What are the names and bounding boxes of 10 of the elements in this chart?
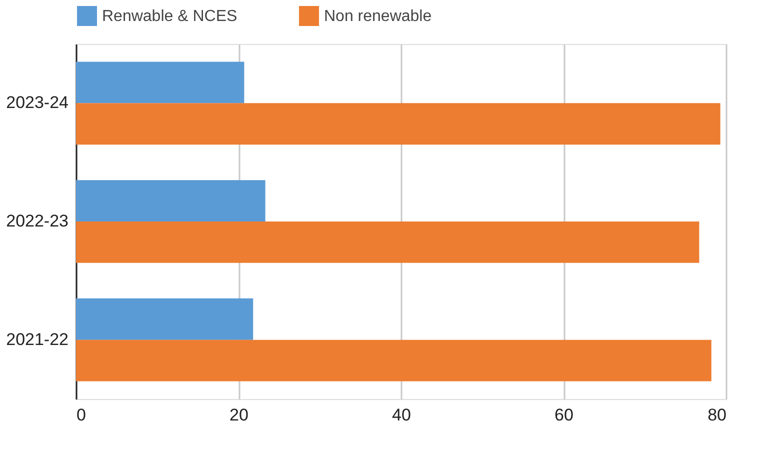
x-tick-label: 40	[392, 406, 411, 424]
legend-label: Non renewable	[324, 8, 432, 25]
x-tick-label: 20	[230, 406, 248, 424]
y-tick-label: 2023-24	[6, 93, 68, 112]
y-tick-label: 2022-23	[6, 212, 68, 230]
x-tick-label: 0	[76, 406, 86, 424]
x-tick-label: 80	[708, 406, 726, 424]
legend-label: Renwable & NCES	[102, 8, 238, 25]
x-tick-label: 60	[554, 406, 574, 424]
y-tick-label: 2021-22	[6, 330, 68, 349]
